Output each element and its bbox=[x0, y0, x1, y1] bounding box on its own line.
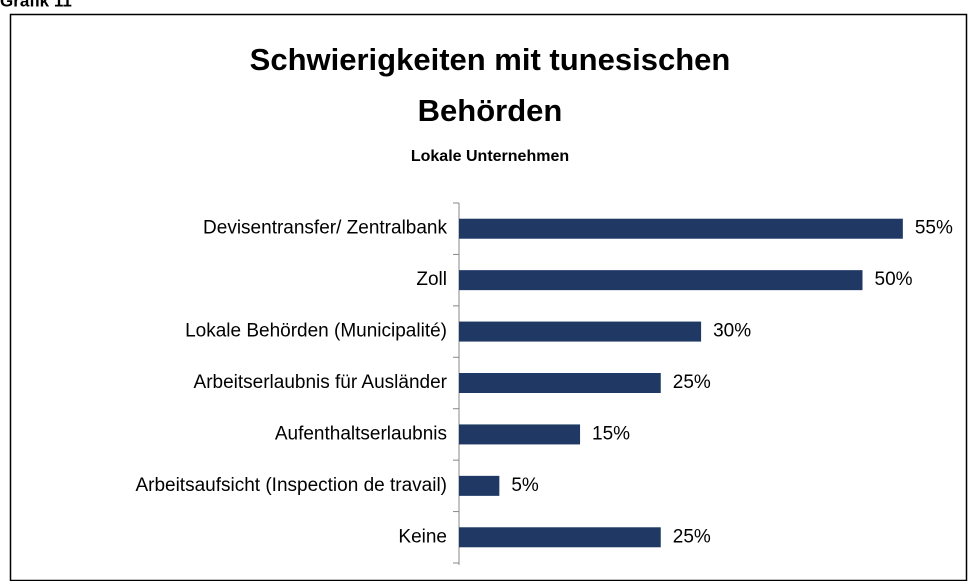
data-label: 25% bbox=[673, 372, 711, 393]
bar bbox=[459, 218, 903, 239]
figure-label: Grafik 11 bbox=[0, 0, 72, 10]
bar bbox=[459, 270, 863, 291]
data-label: 25% bbox=[673, 526, 711, 547]
y-tick-label: Arbeitserlaubnis für Ausländer bbox=[194, 372, 448, 393]
bar bbox=[459, 527, 661, 548]
y-tick-label: Arbeitsaufsicht (Inspection de travail) bbox=[135, 475, 447, 496]
bar bbox=[459, 424, 581, 445]
y-tick-label: Aufenthaltserlaubnis bbox=[275, 423, 447, 444]
data-label: 15% bbox=[592, 423, 630, 444]
y-tick-label: Zoll bbox=[416, 269, 447, 290]
data-label: 5% bbox=[511, 475, 539, 496]
chart-title: Behörden bbox=[418, 93, 563, 128]
y-tick-label: Keine bbox=[398, 526, 447, 547]
y-tick-label: Lokale Behörden (Municipalité) bbox=[185, 321, 447, 342]
data-label: 50% bbox=[875, 269, 913, 290]
y-tick-label: Devisentransfer/ Zentralbank bbox=[203, 218, 447, 239]
bar bbox=[459, 475, 500, 496]
bar bbox=[459, 321, 702, 342]
chart-subtitle: Lokale Unternehmen bbox=[411, 148, 569, 165]
data-label: 30% bbox=[713, 321, 751, 342]
chart-title: Schwierigkeiten mit tunesischen bbox=[250, 42, 731, 77]
data-label: 55% bbox=[915, 218, 953, 239]
bar bbox=[459, 373, 661, 393]
